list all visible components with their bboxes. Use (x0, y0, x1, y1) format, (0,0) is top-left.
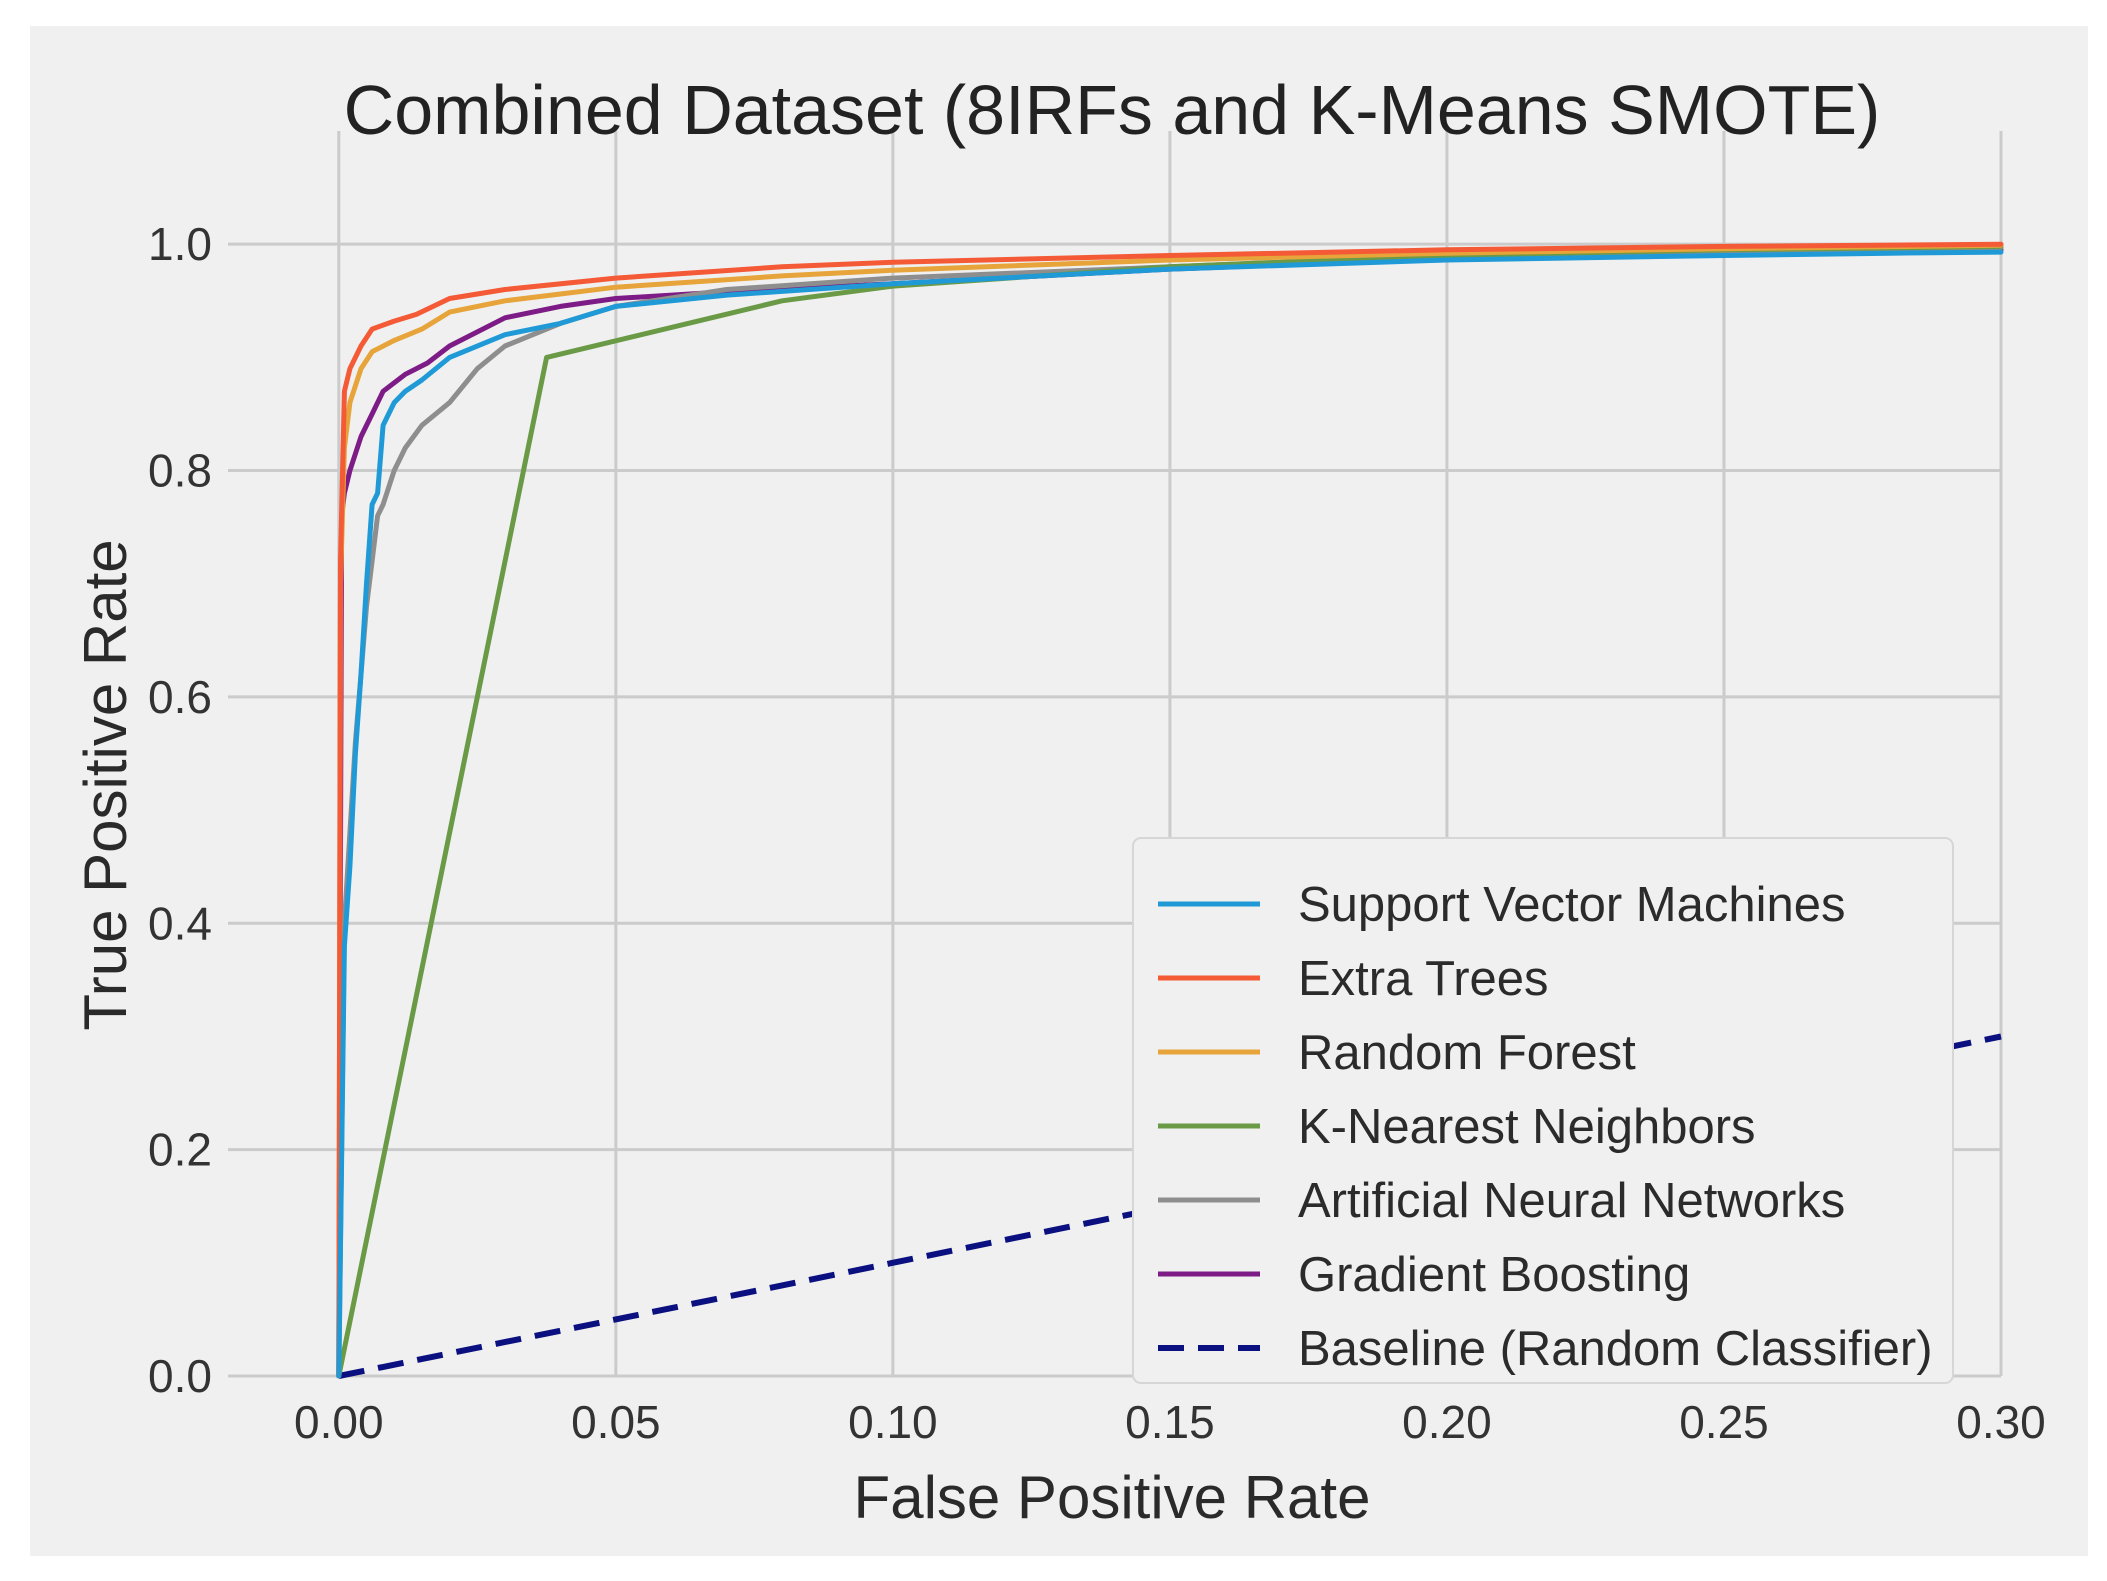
chart-title: Combined Dataset (8IRFs and K-Means SMOT… (344, 71, 1881, 149)
y-tick-label: 0.8 (148, 445, 212, 497)
series-line-random-forest (336, 242, 2004, 1379)
x-tick-label: 0.30 (1956, 1396, 2046, 1448)
y-tick-label: 0.6 (148, 671, 212, 723)
y-axis-label: True Positive Rate (72, 539, 139, 1030)
tick-labels: 0.00 0.05 0.10 0.15 0.20 0.25 0.30 0.0 0.2 0.4 0.6… (148, 218, 2046, 1448)
legend-label-random-forest: Random Forest (1298, 1026, 1636, 1080)
series-line-support-vector-machines (336, 249, 2004, 1379)
legend-label-extra-trees: Extra Trees (1298, 952, 1549, 1006)
y-tick-label: 0.0 (148, 1350, 212, 1402)
legend-label-baseline-random-classifier: Baseline (Random Classifier) (1298, 1322, 1933, 1376)
legend-label-support-vector-machines: Support Vector Machines (1298, 878, 1845, 932)
series-line-extra-trees (336, 241, 2004, 1379)
y-tick-label: 0.4 (148, 897, 212, 949)
legend-label-artificial-neural-networks: Artificial Neural Networks (1298, 1174, 1845, 1228)
y-tick-label: 0.2 (148, 1124, 212, 1176)
x-tick-label: 0.20 (1402, 1396, 1492, 1448)
legend-label-gradient-boosting: Gradient Boosting (1298, 1248, 1690, 1302)
legend-items: Support Vector Machines Extra Trees Random… (1158, 878, 1933, 1376)
legend: Support Vector Machines Extra Trees Random… (1132, 837, 1954, 1384)
y-tick-label: 1.0 (148, 218, 212, 270)
x-tick-label: 0.25 (1679, 1396, 1769, 1448)
x-axis-label: False Positive Rate (854, 1464, 1371, 1531)
roc-chart: 0.00 0.05 0.10 0.15 0.20 0.25 0.30 0.0 0.2 0.4 0.6… (72, 71, 2046, 1531)
x-tick-label: 0.10 (848, 1396, 938, 1448)
figure-background: 0.00 0.05 0.10 0.15 0.20 0.25 0.30 0.0 0.2 0.4 0.6… (30, 26, 2088, 1556)
plot-area (336, 241, 2004, 1379)
legend-box (1132, 837, 1954, 1384)
x-tick-label: 0.05 (571, 1396, 661, 1448)
legend-label-k-nearest-neighbors: K-Nearest Neighbors (1298, 1100, 1756, 1154)
x-tick-label: 0.00 (294, 1396, 384, 1448)
x-tick-label: 0.15 (1125, 1396, 1215, 1448)
